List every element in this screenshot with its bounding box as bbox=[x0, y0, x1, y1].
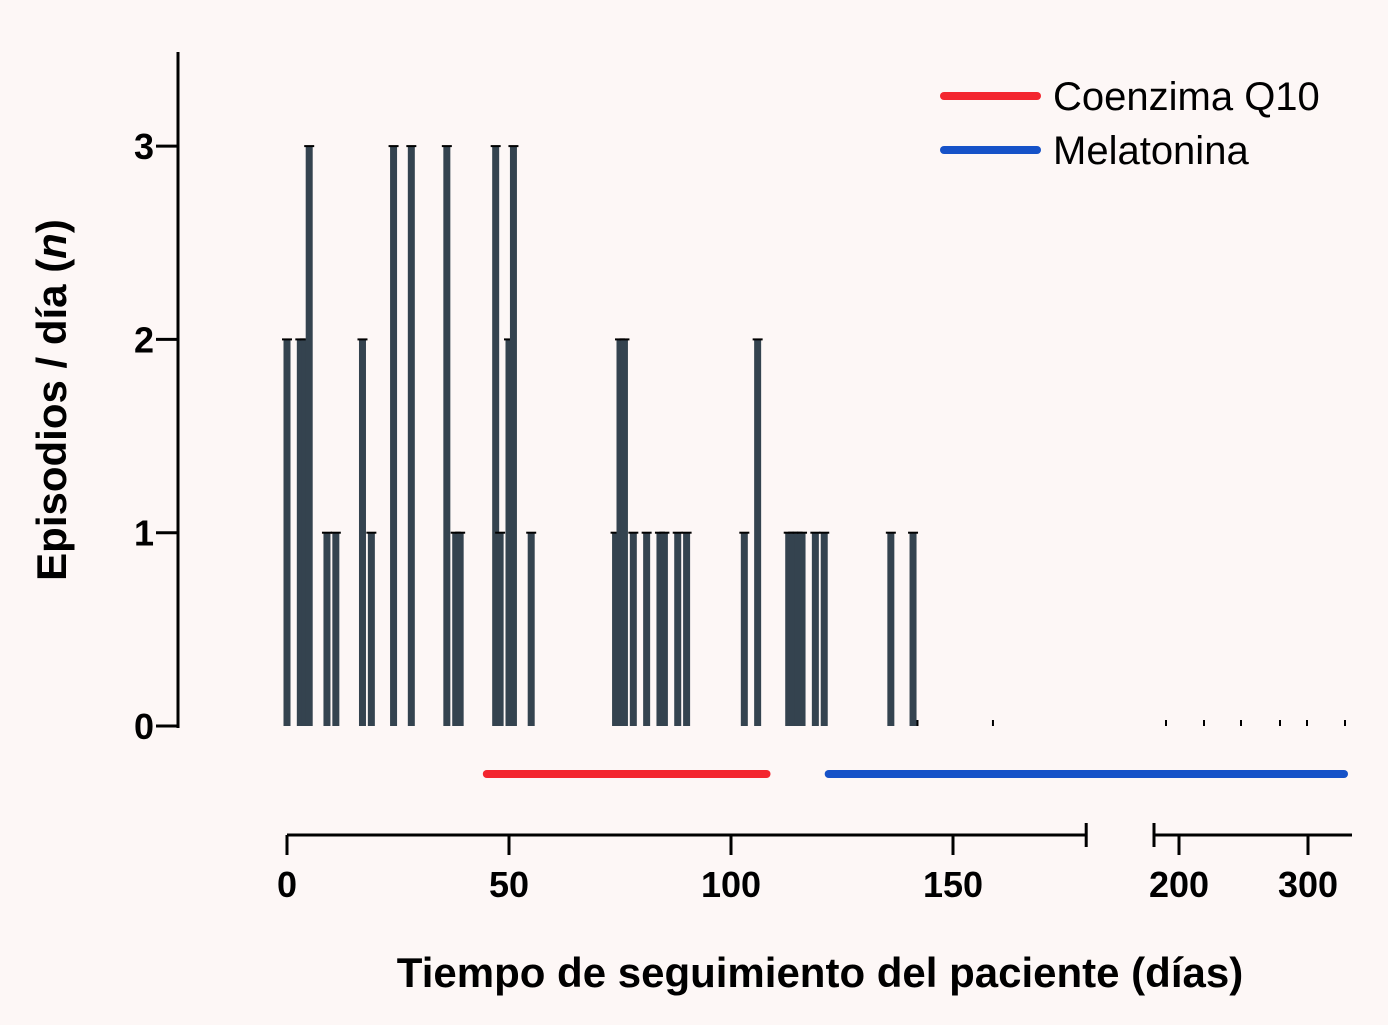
x-tick-label: 300 bbox=[1278, 864, 1338, 905]
data-bar bbox=[785, 532, 793, 726]
y-axis-title-prefix: Episodios / día ( bbox=[28, 259, 75, 581]
data-bar bbox=[492, 146, 500, 727]
data-bar bbox=[620, 339, 628, 726]
data-bar bbox=[407, 146, 415, 727]
y-tick-label: 1 bbox=[134, 513, 154, 554]
data-bar bbox=[527, 532, 535, 726]
data-bar bbox=[612, 532, 620, 726]
x-tick-label: 50 bbox=[489, 864, 529, 905]
data-bar bbox=[643, 532, 651, 726]
data-bar bbox=[740, 532, 748, 726]
x-tick-label: 200 bbox=[1149, 864, 1209, 905]
data-bar bbox=[305, 146, 313, 727]
data-bar bbox=[629, 532, 637, 726]
data-bar bbox=[789, 532, 797, 726]
data-bar bbox=[496, 532, 504, 726]
data-bar bbox=[794, 532, 802, 726]
data-bar bbox=[390, 146, 398, 727]
x-tick-label: 0 bbox=[277, 864, 297, 905]
x-tick-label: 100 bbox=[701, 864, 761, 905]
data-bar bbox=[811, 532, 819, 726]
y-tick-label: 2 bbox=[134, 319, 154, 360]
data-bar bbox=[443, 146, 451, 727]
data-bar bbox=[452, 532, 460, 726]
axes-layer: 0 1 2 3 0 50 100 150 200 300 bbox=[134, 52, 1352, 905]
y-tick-label: 3 bbox=[134, 126, 154, 167]
y-axis-title-suffix: ) bbox=[28, 219, 75, 233]
y-axis-title: Episodios / día (n) bbox=[28, 219, 75, 581]
data-bar bbox=[509, 146, 517, 727]
x-axis-title: Tiempo de seguimiento del paciente (días… bbox=[397, 949, 1243, 996]
data-bar bbox=[301, 339, 309, 726]
bars-layer bbox=[282, 145, 1346, 727]
legend: Coenzima Q10 Melatonina bbox=[940, 75, 1320, 173]
data-bar bbox=[358, 339, 366, 726]
data-bar bbox=[367, 532, 375, 726]
data-bar bbox=[674, 532, 682, 726]
y-tick-label: 0 bbox=[134, 706, 154, 747]
data-bar bbox=[616, 339, 624, 726]
data-bar bbox=[820, 532, 828, 726]
data-bar bbox=[660, 532, 668, 726]
data-bar bbox=[754, 339, 762, 726]
data-bar bbox=[798, 532, 806, 726]
data-bar bbox=[456, 532, 464, 726]
data-bar bbox=[332, 532, 340, 726]
y-axis-title-variable: n bbox=[28, 233, 75, 259]
data-bar bbox=[505, 339, 513, 726]
data-bar bbox=[283, 339, 291, 726]
data-bar bbox=[887, 532, 895, 726]
data-bar bbox=[323, 532, 331, 726]
legend-label: Coenzima Q10 bbox=[1053, 75, 1320, 119]
data-bar bbox=[909, 532, 917, 726]
data-bar bbox=[656, 532, 664, 726]
data-bar bbox=[683, 532, 691, 726]
legend-label: Melatonina bbox=[1053, 129, 1249, 173]
x-tick-label: 150 bbox=[923, 864, 983, 905]
data-bar bbox=[296, 339, 304, 726]
